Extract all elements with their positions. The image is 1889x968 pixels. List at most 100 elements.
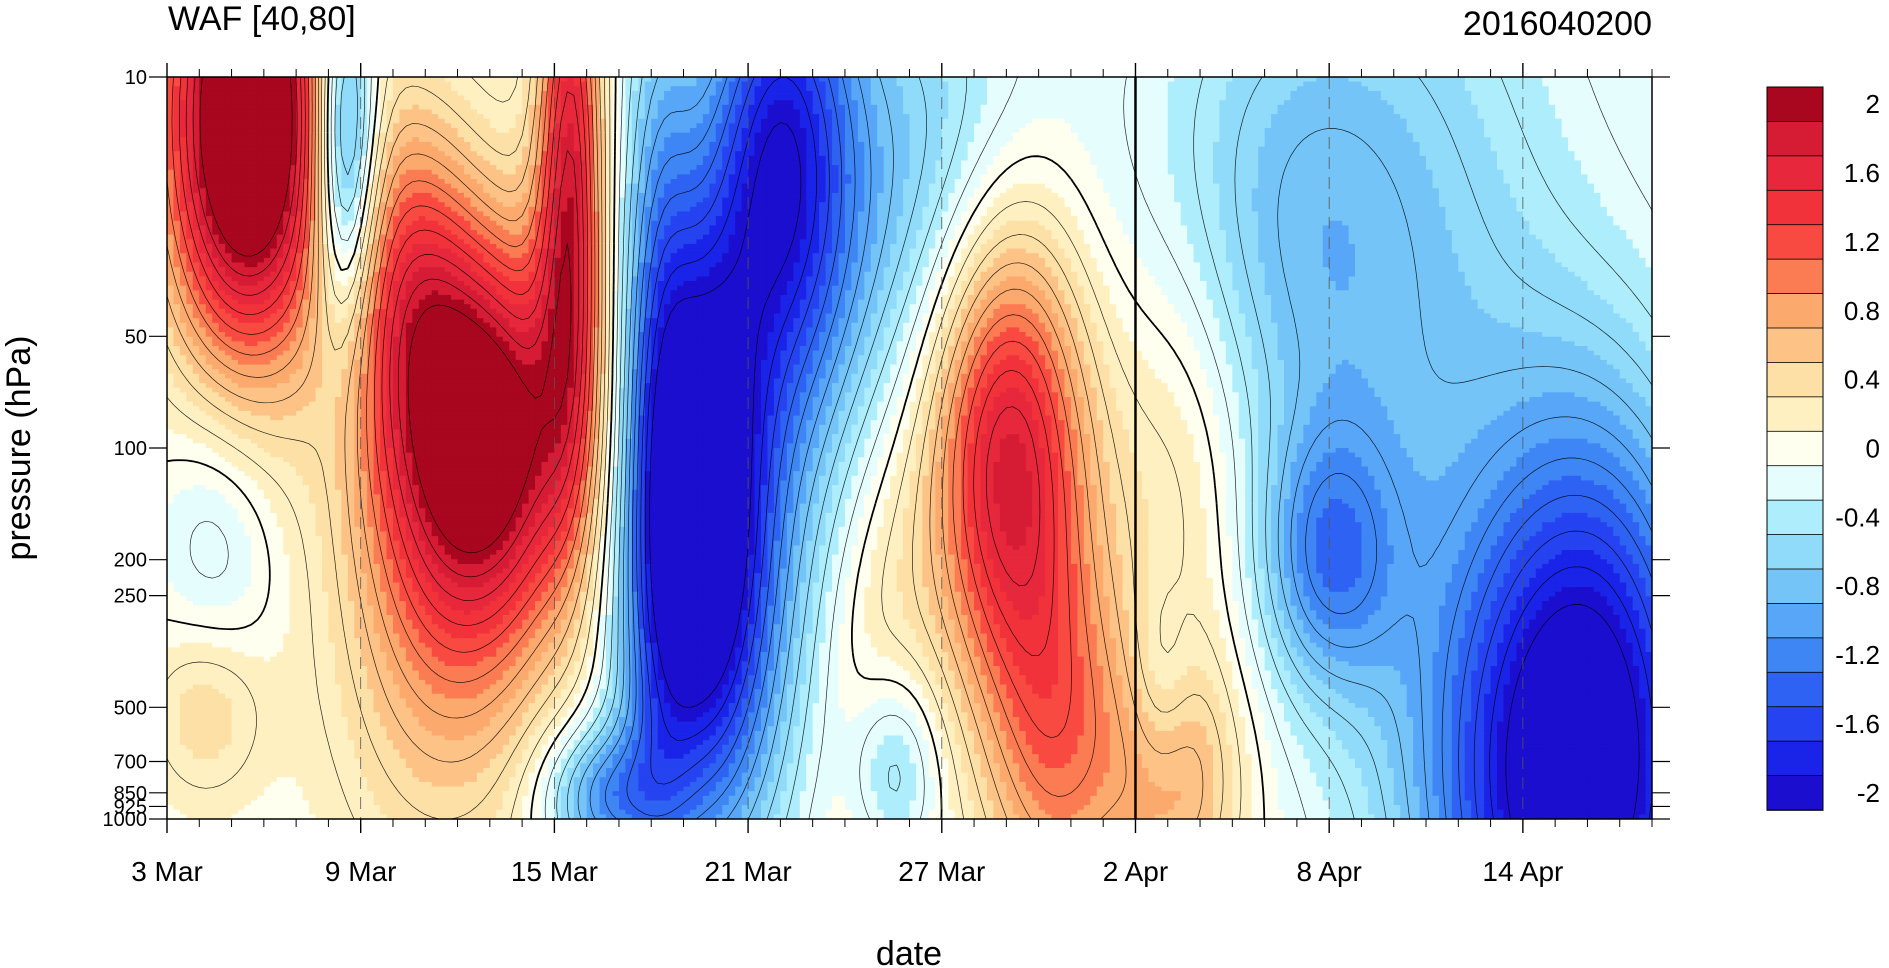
field-cell xyxy=(838,114,845,119)
field-cell xyxy=(328,128,335,133)
field-cell xyxy=(1562,96,1569,101)
field-cell xyxy=(1587,119,1594,124)
field-cell xyxy=(1310,77,1317,82)
field-cell xyxy=(387,96,394,101)
field-cell xyxy=(483,100,490,105)
field-cell xyxy=(1374,105,1381,110)
field-cell xyxy=(509,105,516,110)
field-cell xyxy=(929,105,936,110)
field-cell xyxy=(1071,77,1078,82)
field-cell xyxy=(755,119,762,124)
field-cell xyxy=(645,128,652,133)
field-cell xyxy=(1600,96,1607,101)
field-cell xyxy=(580,105,587,110)
field-cell xyxy=(1465,109,1472,114)
field-cell xyxy=(1387,77,1394,82)
field-cell xyxy=(826,100,833,105)
field-cell xyxy=(1491,109,1498,114)
field-cell xyxy=(1368,96,1375,101)
field-cell xyxy=(1194,77,1201,82)
field-cell xyxy=(929,133,936,138)
field-cell xyxy=(903,109,910,114)
field-cell xyxy=(787,114,794,119)
field-cell xyxy=(929,86,936,91)
field-cell xyxy=(1219,123,1226,128)
field-cell xyxy=(1310,114,1317,119)
field-cell xyxy=(425,96,432,101)
field-cell xyxy=(1536,91,1543,96)
field-cell xyxy=(1174,82,1181,87)
field-cell xyxy=(871,114,878,119)
field-cell xyxy=(1064,109,1071,114)
field-cell xyxy=(199,77,206,82)
field-cell xyxy=(1103,82,1110,87)
field-cell xyxy=(806,96,813,101)
field-cell xyxy=(1471,105,1478,110)
field-cell xyxy=(671,114,678,119)
field-cell xyxy=(1549,77,1556,82)
field-cell xyxy=(1284,133,1291,138)
field-cell xyxy=(212,105,219,110)
field-cell xyxy=(186,114,193,119)
field-cell xyxy=(1562,86,1569,91)
field-cell xyxy=(696,86,703,91)
field-cell xyxy=(509,133,516,138)
field-cell xyxy=(1013,82,1020,87)
field-cell xyxy=(483,119,490,124)
field-cell xyxy=(1549,105,1556,110)
field-cell xyxy=(864,119,871,124)
field-cell xyxy=(328,109,335,114)
field-cell xyxy=(1542,82,1549,87)
field-cell xyxy=(858,128,865,133)
field-cell xyxy=(399,114,406,119)
field-cell xyxy=(935,96,942,101)
field-cell xyxy=(1452,119,1459,124)
field-cell xyxy=(638,114,645,119)
field-cell xyxy=(955,114,962,119)
field-cell xyxy=(1620,96,1627,101)
field-cell xyxy=(1620,82,1627,87)
field-cell xyxy=(832,128,839,133)
field-cell xyxy=(1181,86,1188,91)
field-cell xyxy=(858,133,865,138)
field-cell xyxy=(632,77,639,82)
field-cell xyxy=(1510,86,1517,91)
field-cell xyxy=(968,109,975,114)
field-cell xyxy=(212,119,219,124)
field-cell xyxy=(1374,82,1381,87)
field-cell xyxy=(503,133,510,138)
field-cell xyxy=(832,133,839,138)
field-cell xyxy=(574,123,581,128)
field-cell xyxy=(1181,123,1188,128)
field-cell xyxy=(922,114,929,119)
field-cell xyxy=(199,86,206,91)
field-cell xyxy=(458,96,465,101)
field-cell xyxy=(567,109,574,114)
field-cell xyxy=(1581,77,1588,82)
field-cell xyxy=(270,96,277,101)
field-cell xyxy=(193,77,200,82)
field-cell xyxy=(1174,114,1181,119)
field-cell xyxy=(522,137,529,142)
field-cell xyxy=(167,123,174,128)
field-cell xyxy=(548,137,555,142)
field-cell xyxy=(541,77,548,82)
field-cell xyxy=(1245,114,1252,119)
field-cell xyxy=(1245,123,1252,128)
field-cell xyxy=(206,123,213,128)
field-cell xyxy=(580,96,587,101)
field-cell xyxy=(677,82,684,87)
field-cell xyxy=(1097,86,1104,91)
field-cell xyxy=(1110,86,1117,91)
field-cell xyxy=(1361,82,1368,87)
field-cell xyxy=(632,82,639,87)
field-cell xyxy=(1213,86,1220,91)
field-cell xyxy=(1187,105,1194,110)
field-cell xyxy=(1097,119,1104,124)
field-cell xyxy=(1536,86,1543,91)
field-cell xyxy=(438,100,445,105)
field-cell xyxy=(793,114,800,119)
field-cell xyxy=(1633,100,1640,105)
field-cell xyxy=(574,77,581,82)
field-cell xyxy=(625,86,632,91)
